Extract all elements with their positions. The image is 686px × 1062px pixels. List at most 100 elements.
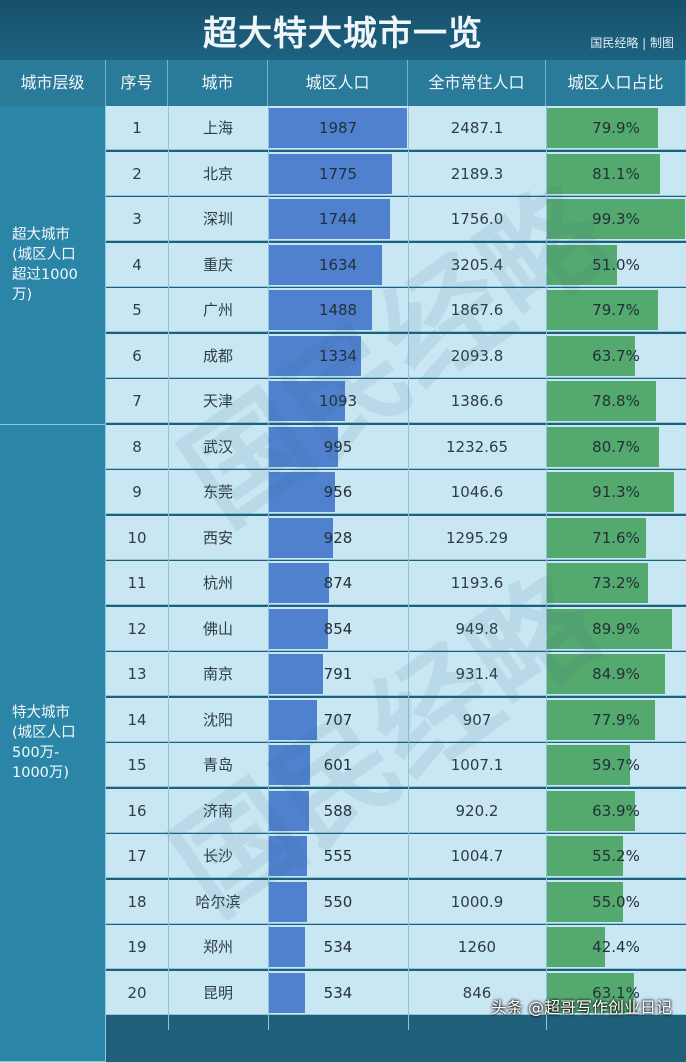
row-number: 12 (127, 619, 147, 638)
urban-share-bar (546, 836, 624, 876)
total-population-value: 1046.6 (450, 483, 504, 501)
urban-share-bar (546, 563, 649, 603)
total-population-value: 1193.6 (450, 574, 504, 592)
total-population-value: 1386.6 (450, 392, 504, 410)
total-population-value: 1004.7 (450, 847, 504, 865)
urban-population-value: 555 (323, 847, 353, 865)
row-number: 6 (132, 346, 142, 365)
header-band (0, 0, 686, 60)
city-name: 昆明 (202, 983, 233, 1002)
row-number: 7 (132, 392, 142, 410)
urban-population-value: 1744 (318, 210, 358, 228)
total-population-value: 2189.3 (450, 164, 504, 183)
city-name: 沈阳 (202, 710, 233, 729)
urban-population-bar (268, 790, 310, 831)
urban-share-value: 55.0% (592, 892, 640, 911)
urban-population-value: 1775 (318, 164, 358, 183)
urban-population-bar (268, 244, 383, 285)
row-number: 4 (132, 255, 142, 274)
city-name: 天津 (202, 392, 233, 410)
urban-population-value: 791 (323, 665, 353, 683)
credit-label: 国民经略 | 制图 (590, 36, 674, 50)
city-name: 深圳 (202, 210, 233, 228)
row-number: 5 (132, 301, 142, 319)
urban-share-bar (546, 654, 665, 694)
city-name: 上海 (202, 119, 233, 137)
row-number: 3 (132, 210, 142, 228)
urban-population-value: 601 (323, 756, 353, 774)
total-population-value: 2487.1 (450, 119, 504, 137)
urban-population-bar (268, 699, 318, 740)
urban-share-value: 63.7% (592, 346, 640, 365)
urban-share-value: 71.6% (592, 528, 640, 547)
urban-population-bar (268, 472, 335, 512)
urban-population-value: 874 (323, 574, 353, 592)
row-number: 8 (132, 437, 142, 456)
urban-population-bar (268, 335, 362, 376)
city-tier-label: 超大城市 (城区人口 超过1000 万) (12, 226, 78, 303)
total-population-value: 1232.65 (445, 437, 509, 456)
urban-share-value: 99.3% (592, 210, 640, 228)
urban-share-value: 78.8% (592, 392, 640, 410)
urban-share-bar (546, 426, 659, 467)
city-tier-cell: 特大城市 (城区人口 500万- 1000万) (0, 424, 106, 1062)
total-population-value: 1295.29 (445, 528, 509, 547)
urban-population-bar (268, 199, 391, 239)
urban-share-bar (546, 881, 623, 922)
total-population-value: 949.8 (455, 619, 499, 638)
urban-population-value: 1488 (318, 301, 358, 319)
total-population-value: 2093.8 (450, 346, 504, 365)
column-header: 序号 (106, 60, 168, 106)
total-population-value: 1000.9 (450, 892, 504, 911)
column-divider (268, 106, 269, 1030)
row-number: 15 (127, 756, 147, 774)
urban-population-value: 1634 (318, 255, 358, 274)
urban-share-value: 81.1% (592, 164, 640, 183)
urban-share-value: 73.2% (592, 574, 640, 592)
urban-share-bar (546, 153, 660, 194)
column-header: 城市 (168, 60, 268, 106)
urban-population-value: 534 (323, 983, 353, 1002)
urban-share-value: 77.9% (592, 710, 640, 729)
urban-population-value: 707 (323, 710, 353, 729)
city-name: 杭州 (202, 574, 233, 592)
urban-population-bar (268, 290, 373, 330)
urban-share-bar (546, 472, 674, 512)
urban-share-bar (546, 699, 656, 740)
total-population-value: 1007.1 (450, 756, 504, 774)
urban-population-value: 534 (323, 938, 353, 956)
urban-share-bar (546, 608, 672, 649)
city-name: 青岛 (202, 756, 233, 774)
city-name: 长沙 (202, 847, 233, 865)
urban-population-bar (268, 108, 408, 148)
row-number: 11 (127, 574, 147, 592)
urban-share-bar (546, 745, 630, 785)
urban-share-value: 84.9% (592, 665, 640, 683)
column-divider (546, 106, 547, 1030)
urban-share-value: 51.0% (592, 255, 640, 274)
column-header: 城区人口占比 (546, 60, 686, 106)
urban-population-bar (268, 927, 306, 967)
row-number: 10 (127, 528, 147, 547)
urban-share-value: 79.7% (592, 301, 640, 319)
urban-population-bar (268, 836, 307, 876)
column-header: 全市常住人口 (408, 60, 546, 106)
urban-share-value: 80.7% (592, 437, 640, 456)
urban-population-bar (268, 426, 338, 467)
urban-share-value: 63.9% (592, 801, 640, 820)
urban-population-value: 995 (323, 437, 353, 456)
urban-population-bar (268, 608, 328, 649)
row-number: 17 (127, 847, 147, 865)
city-name: 东莞 (202, 483, 233, 501)
urban-population-bar (268, 517, 333, 558)
row-number: 19 (127, 938, 147, 956)
urban-population-bar (268, 563, 330, 603)
urban-share-value: 91.3% (592, 483, 640, 501)
column-header-row (0, 60, 686, 106)
urban-share-value: 59.7% (592, 756, 640, 774)
total-population-value: 1260 (457, 938, 497, 956)
urban-share-value: 55.2% (592, 847, 640, 865)
total-population-value: 931.4 (455, 665, 499, 683)
urban-share-value: 79.9% (592, 119, 640, 137)
urban-population-value: 1093 (318, 392, 358, 410)
